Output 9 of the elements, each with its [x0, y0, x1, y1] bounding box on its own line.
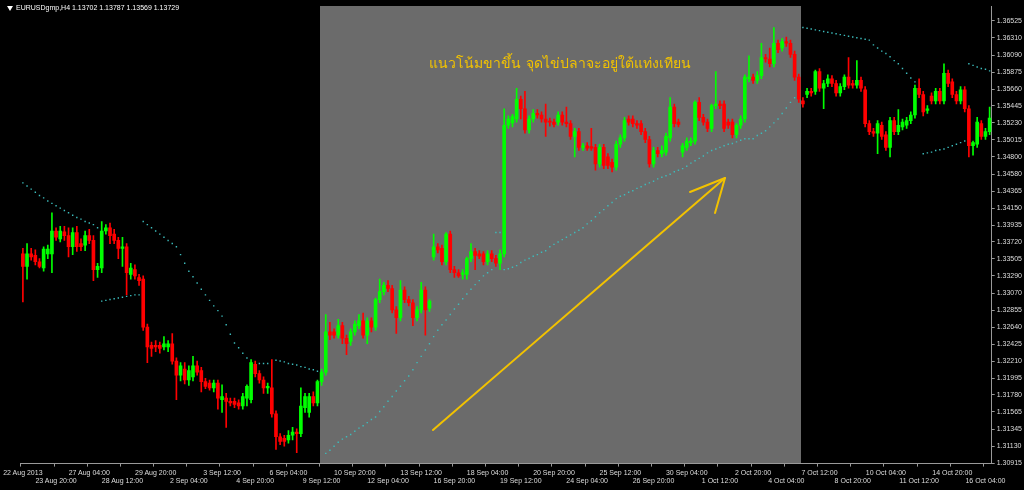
annotation: แนวโน้มขาขึ้น จุดไข่ปลาจะอยู่ใต้แท่งเทียน — [429, 52, 691, 72]
candlestick — [294, 428, 299, 453]
candlestick — [850, 80, 855, 89]
candlestick — [265, 382, 270, 394]
candlestick — [855, 60, 859, 89]
candlestick — [473, 247, 477, 270]
candlestick — [572, 128, 577, 158]
candlestick — [224, 393, 229, 428]
candlestick — [220, 384, 224, 413]
